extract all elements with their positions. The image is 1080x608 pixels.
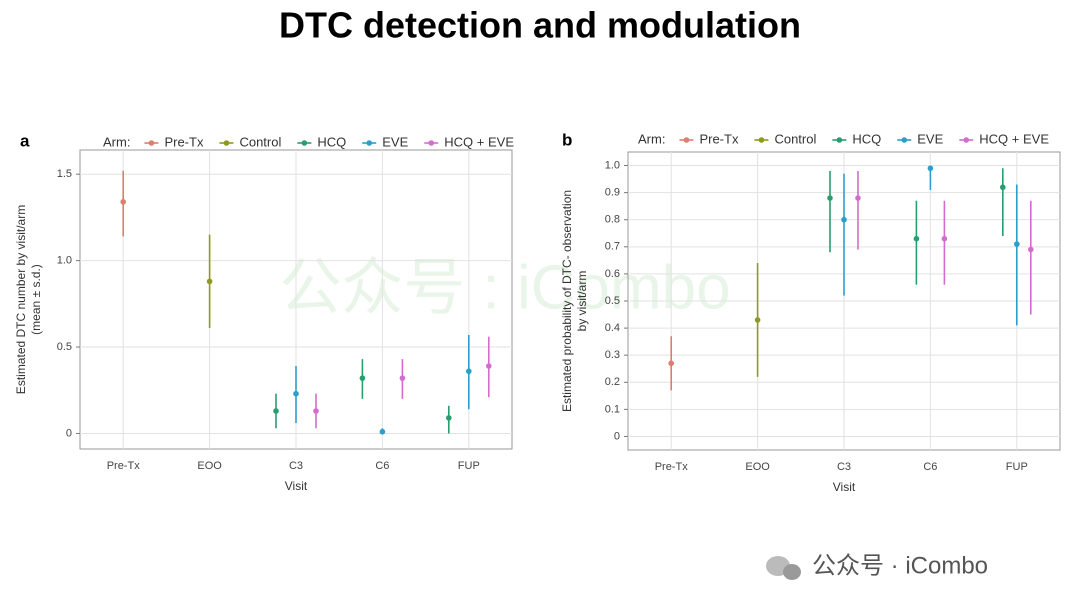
y-tick-label: 0.7 [605,241,620,253]
y-tick-label: 0.6 [605,268,620,280]
y-axis-label: by visit/arm [575,271,589,332]
legend-label: EVE [917,131,943,146]
legend-swatch [963,137,970,143]
point [1014,241,1020,247]
point [754,317,761,323]
point [841,216,847,223]
y-tick-label: 0.1 [605,403,620,415]
legend-label: Pre-Tx [699,131,739,146]
point [486,363,492,369]
point [379,428,386,435]
point [855,195,861,201]
legend-label: HCQ + EVE [979,131,1049,146]
legend-label: HCQ + EVE [444,134,514,149]
legend-title: Arm: [638,131,665,146]
legend-label: Control [774,131,816,146]
point [359,375,366,381]
point [313,408,319,414]
watermark: 公众号 : iCombo [279,253,730,322]
point [1000,184,1006,191]
y-tick-label: 0.8 [605,214,620,226]
y-tick-label: 0.3 [605,349,620,361]
y-tick-label: 0.9 [605,187,620,199]
y-tick-label: 0.2 [605,376,620,388]
legend-swatch [428,140,435,146]
y-tick-label: 0.5 [605,295,620,307]
point [399,375,406,381]
x-tick-label: C3 [837,461,851,473]
legend-title: Arm: [103,134,130,149]
point [668,360,674,367]
y-axis-label: Estimated probability of DTC- observatio… [560,190,574,412]
y-tick-label: 1.0 [605,159,620,171]
legend-label: Control [239,134,281,149]
y-tick-label: 0.4 [605,322,620,334]
x-tick-label: FUP [1006,461,1028,473]
legend-swatch [901,137,908,143]
x-tick-label: C3 [289,460,303,472]
point [446,415,452,421]
panel-label: b [562,130,572,149]
y-tick-label: 0.5 [57,341,72,353]
point [120,199,126,205]
x-axis-label: Visit [833,480,856,494]
y-tick-label: 0 [66,427,72,439]
point [927,165,934,172]
watermark: 公众号 · iCombo [812,552,988,579]
point [941,235,948,242]
page-title: DTC detection and modulation [279,5,801,46]
legend-swatch [301,140,308,146]
legend-swatch [366,140,373,146]
y-axis-label: (mean ± s.d.) [29,264,43,335]
point [913,235,920,242]
logo [766,556,801,580]
panel-label: a [20,131,30,150]
legend-label: EVE [382,134,408,149]
point [1028,246,1034,253]
x-tick-label: Pre-Tx [655,461,689,473]
legend-swatch [683,137,690,143]
legend-swatch [758,137,765,143]
x-tick-label: C6 [375,460,389,472]
x-tick-label: EOO [745,461,770,473]
x-tick-label: Pre-Tx [107,460,141,472]
x-tick-label: EOO [197,460,222,472]
x-tick-label: FUP [458,460,480,472]
legend-swatch [836,137,843,143]
y-tick-label: 0 [614,430,620,442]
legend-label: HCQ [317,134,346,149]
legend-label: Pre-Tx [164,134,204,149]
x-axis-label: Visit [285,479,308,493]
y-tick-label: 1.0 [57,255,72,267]
legend-label: HCQ [852,131,881,146]
point [827,195,833,201]
x-tick-label: C6 [923,461,937,473]
y-axis-label: Estimated DTC number by visit/arm [14,205,28,394]
y-tick-label: 1.5 [57,168,72,180]
point [206,278,213,285]
legend-swatch [223,140,230,146]
point [466,368,472,375]
legend-swatch [148,140,155,146]
point [273,408,279,414]
point [293,390,299,397]
